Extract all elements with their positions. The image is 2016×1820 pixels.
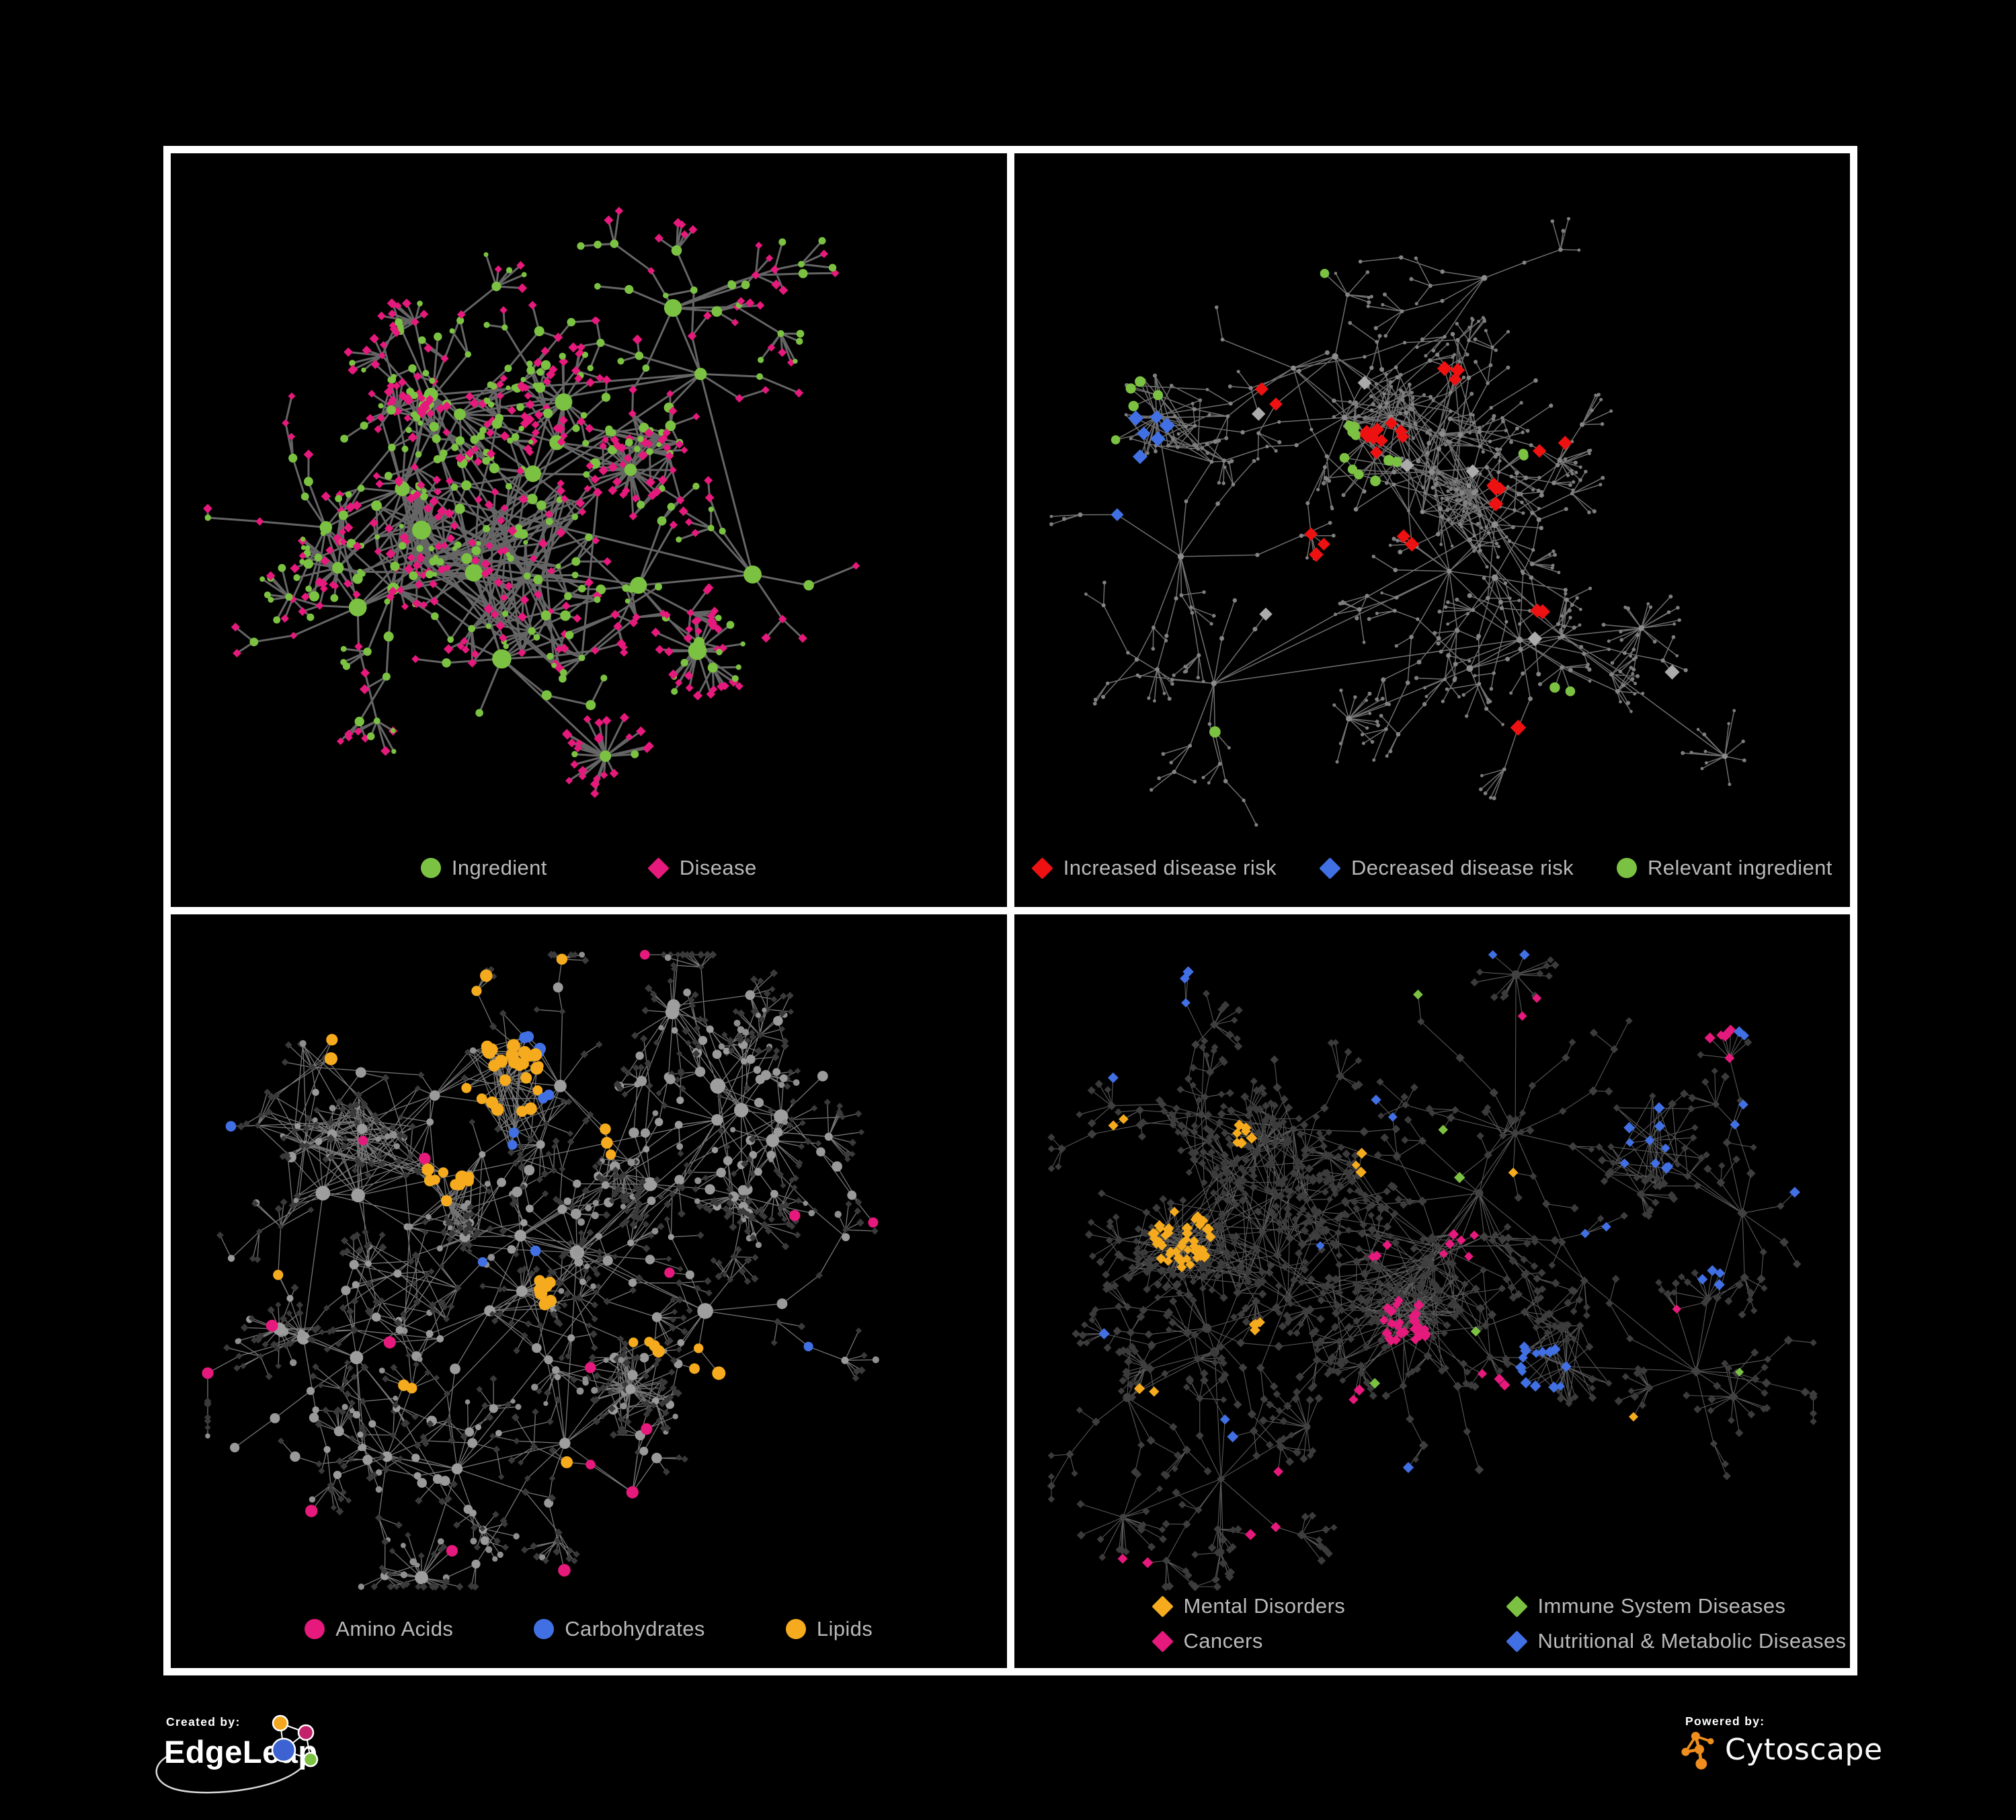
legend-marker-diamond xyxy=(1319,857,1341,879)
legend-disease-risk: Increased disease risk Decreased disease … xyxy=(1014,856,1851,880)
legend-label: Lipids xyxy=(816,1617,873,1640)
panel-disease-risk-network: Increased disease risk Decreased disease … xyxy=(1014,153,1851,907)
created-by-label: Created by: xyxy=(166,1715,241,1729)
legend-macronutrients: Amino Acids Carbohydrates Lipids xyxy=(171,1617,1007,1641)
legend-label: Decreased disease risk xyxy=(1351,856,1574,879)
legend-label: Increased disease risk xyxy=(1063,856,1277,879)
legend-ingredient-disease: Ingredient Disease xyxy=(171,856,1007,880)
panel-ingredient-disease-network: Ingredient Disease xyxy=(171,153,1007,907)
legend-disease-categories: Mental Disorders Immune System Diseases Ca… xyxy=(1151,1594,1847,1653)
legend-label: Ingredient xyxy=(451,856,547,879)
legend-item-amino-acids: Amino Acids xyxy=(305,1617,453,1641)
legend-item-disease: Disease xyxy=(647,856,757,880)
edgeleap-swoosh xyxy=(155,1754,309,1794)
legend-marker-circle xyxy=(305,1619,325,1639)
legend-marker-diamond xyxy=(1505,1630,1528,1653)
network-canvas-macronutrients xyxy=(202,949,879,1591)
powered-by-label: Powered by: xyxy=(1685,1714,1765,1728)
legend-label: Amino Acids xyxy=(335,1617,454,1640)
legend-label: Nutritional & Metabolic Diseases xyxy=(1537,1629,1847,1653)
legend-item-lipids: Lipids xyxy=(785,1617,873,1641)
legend-label: Disease xyxy=(679,856,757,879)
legend-marker-circle xyxy=(534,1619,555,1639)
cytoscape-logo: Cytoscape xyxy=(1681,1728,1883,1771)
legend-item-decreased-disease-risk: Decreased disease risk xyxy=(1319,856,1574,880)
legend-item-cancers: Cancers xyxy=(1151,1629,1506,1653)
network-canvas-ingredient-disease xyxy=(203,206,860,798)
legend-item-carbohydrates: Carbohydrates xyxy=(534,1617,705,1641)
legend-marker-circle xyxy=(785,1619,806,1639)
cytoscape-icon xyxy=(1681,1731,1714,1770)
legend-marker-diamond xyxy=(1031,857,1053,879)
panel-disease-category-network: Mental Disorders Immune System Diseases Ca… xyxy=(1014,914,1850,1668)
legend-marker-diamond xyxy=(647,857,670,879)
legend-marker-circle xyxy=(420,858,441,878)
legend-label: Mental Disorders xyxy=(1183,1594,1346,1618)
panel-macronutrient-network: Amino Acids Carbohydrates Lipids xyxy=(171,914,1007,1668)
edgeleap-logo: EdgeLeap xyxy=(155,1714,319,1794)
legend-item-increased-disease-risk: Increased disease risk xyxy=(1031,856,1277,880)
legend-marker-circle xyxy=(1617,858,1638,878)
legend-item-nutritional-metabolic-diseases: Nutritional & Metabolic Diseases xyxy=(1505,1629,1847,1653)
network-canvas-disease-risk xyxy=(1049,216,1746,827)
legend-label: Cancers xyxy=(1183,1629,1263,1653)
legend-marker-diamond xyxy=(1505,1595,1528,1618)
legend-item-ingredient: Ingredient xyxy=(420,856,547,880)
edgeleap-credit: Created by: EdgeLeap xyxy=(155,1711,383,1812)
legend-marker-diamond xyxy=(1151,1630,1174,1653)
edgeleap-network-icon xyxy=(271,1714,319,1768)
legend-label: Carbohydrates xyxy=(565,1617,705,1640)
panel-grid: Ingredient Disease Increased disease risk… xyxy=(163,146,1857,1675)
legend-item-relevant-ingredient: Relevant ingredient xyxy=(1617,856,1832,880)
legend-item-immune-system-diseases: Immune System Diseases xyxy=(1505,1594,1847,1618)
legend-label: Immune System Diseases xyxy=(1537,1594,1786,1618)
cytoscape-credit: Powered by: Cytoscape xyxy=(1675,1712,1890,1806)
network-canvas-disease-categories xyxy=(1047,949,1818,1591)
legend-marker-diamond xyxy=(1151,1595,1174,1618)
legend-item-mental-disorders: Mental Disorders xyxy=(1151,1594,1506,1618)
cytoscape-wordmark: Cytoscape xyxy=(1725,1732,1883,1767)
legend-label: Relevant ingredient xyxy=(1648,856,1832,879)
